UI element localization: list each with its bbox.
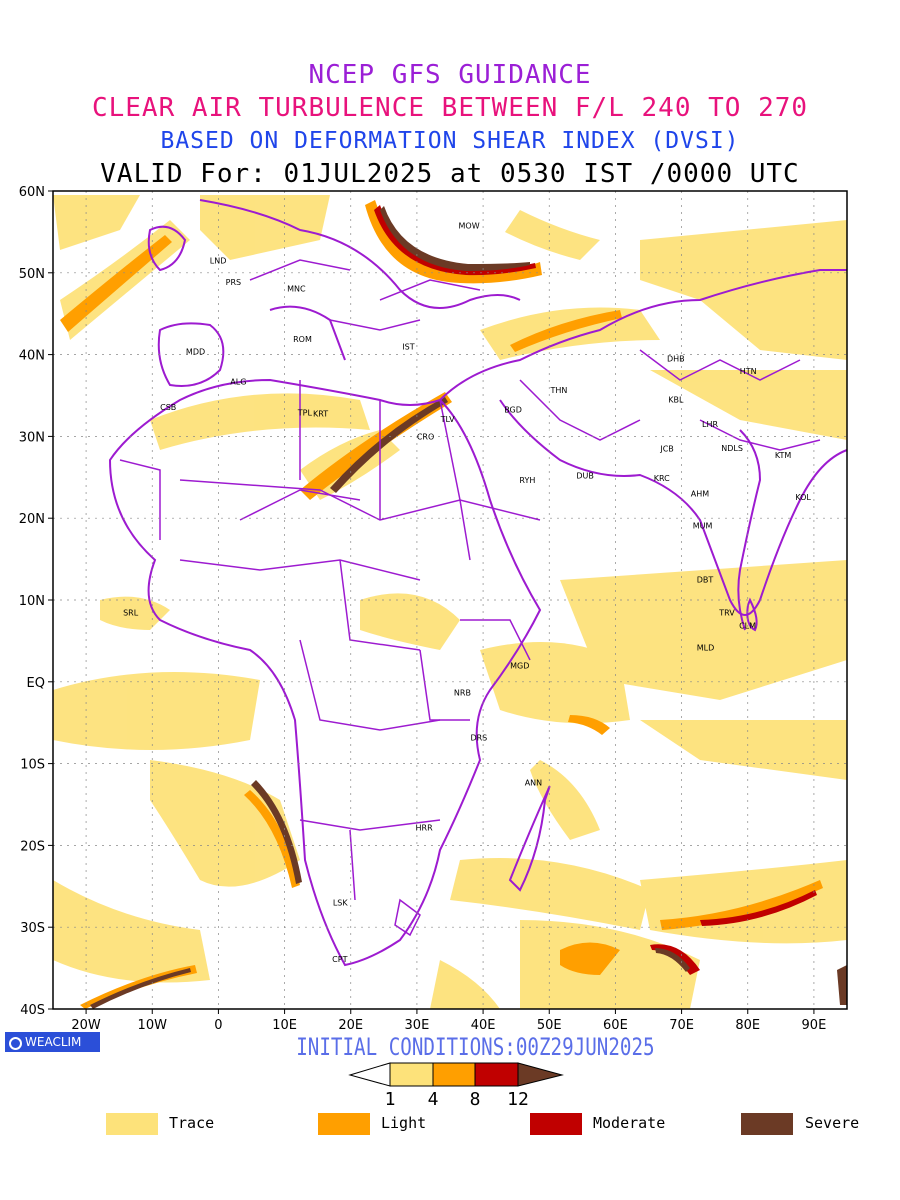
city-label-nrb: NRB [454, 688, 471, 697]
coastlines [108, 199, 847, 967]
city-label-tpl: TPL [297, 409, 313, 418]
city-label-ist: IST [402, 342, 414, 351]
city-label-kol: KOL [795, 493, 811, 502]
city-label-srl: SRL [123, 608, 139, 617]
city-label-jcb: JCB [659, 445, 673, 454]
colorbar-tick-1: 1 [385, 1089, 396, 1110]
initial-conditions: INITIAL CONDITIONS:00Z29JUN2025 [296, 1033, 655, 1061]
city-label-clm: CLM [739, 621, 756, 630]
city-label-mld: MLD [697, 643, 715, 652]
city-label-rom: ROM [293, 335, 312, 344]
city-label-cpt: CPT [332, 955, 347, 964]
lat-label: 30S [20, 921, 45, 936]
lon-label: 50E [537, 1018, 562, 1033]
country-borders [119, 259, 821, 937]
city-label-mum: MUM [693, 522, 713, 531]
city-label-alg: ALG [230, 378, 246, 387]
chart-title: NCEP GFS GUIDANCE [308, 60, 592, 90]
colorbar-tick-12: 12 [507, 1089, 529, 1110]
city-label-bgd: BGD [504, 405, 522, 414]
chart-method: BASED ON DEFORMATION SHEAR INDEX (DVSI) [160, 128, 740, 154]
weaclim-logo-icon [9, 1037, 22, 1050]
city-label-ann: ANN [525, 778, 542, 787]
lon-label: 20W [71, 1018, 101, 1033]
city-label-lsk: LSK [333, 899, 349, 908]
city-label-krc: KRC [654, 474, 670, 483]
colorbar: 1 4 8 12 [348, 1062, 564, 1110]
lon-label: 60E [603, 1018, 628, 1033]
city-label-ahm: AHM [691, 490, 709, 499]
lat-label: 30N [19, 430, 45, 445]
lat-label: 10N [19, 594, 45, 609]
lat-label: 40N [19, 349, 45, 364]
city-label-ryh: RYH [519, 476, 535, 485]
city-label-mnc: MNC [287, 284, 306, 293]
lat-label: 20S [20, 839, 45, 854]
city-label-thn: THN [550, 386, 568, 395]
colorbar-max-arrow [517, 1062, 564, 1087]
legend-swatch-light [318, 1113, 370, 1135]
lon-label: 20E [338, 1018, 363, 1033]
turbulence-shading [53, 195, 847, 1009]
lat-label: 50N [19, 267, 45, 282]
legend-swatch-severe [741, 1113, 793, 1135]
colorbar-bin-trace [389, 1062, 434, 1087]
city-label-prs: PRS [226, 278, 241, 287]
lon-label: 40E [471, 1018, 496, 1033]
lon-label: 10E [272, 1018, 297, 1033]
colorbar-tick-4: 4 [428, 1089, 439, 1110]
city-label-lnd: LND [210, 257, 227, 266]
city-label-hrr: HRR [416, 823, 434, 832]
colorbar-tick-8: 8 [470, 1089, 481, 1110]
weaclim-label: WEACLIM [25, 1035, 82, 1049]
lon-label: 70E [669, 1018, 694, 1033]
valid-time: VALID For: 01JUL2025 at 0530 IST /0000 U… [100, 159, 800, 189]
colorbar-min-arrow [348, 1062, 391, 1087]
lat-label: 20N [19, 512, 45, 527]
colorbar-bin-light [432, 1062, 476, 1087]
legend-label-trace: Trace [169, 1114, 215, 1132]
latitude-labels: 60N 50N 40N 30N 20N 10N EQ 10S 20S 30S 40S [19, 185, 53, 1018]
city-label-dub: DUB [576, 472, 594, 481]
city-label-htn: HTN [740, 367, 757, 376]
city-label-dhb: DHB [667, 355, 685, 364]
lon-label: 90E [802, 1018, 827, 1033]
lon-label: 10W [138, 1018, 168, 1033]
city-label-tlv: TLV [440, 415, 455, 424]
city-label-kbl: KBL [668, 396, 684, 405]
legend-label-light: Light [381, 1114, 427, 1132]
lat-label: 40S [20, 1003, 45, 1018]
colorbar-bin-moderate [474, 1062, 519, 1087]
legend-label-moderate: Moderate [593, 1114, 666, 1132]
city-label-mdd: MDD [186, 347, 205, 356]
lat-label: EQ [27, 676, 45, 691]
longitude-labels: 20W 10W 0 10E 20E 30E 40E 50E 60E 70E 80E 90E [71, 1009, 826, 1033]
city-label-drs: DRS [470, 733, 487, 742]
lat-label: 60N [19, 185, 45, 200]
chart-subtitle: CLEAR AIR TURBULENCE BETWEEN F/L 240 TO … [91, 93, 809, 123]
city-label-mgd: MGD [510, 661, 529, 670]
city-label-ndls: NDLS [721, 444, 743, 453]
legend-swatch-trace [106, 1113, 158, 1135]
lat-label: 10S [20, 758, 45, 773]
weaclim-badge: WEACLIM [5, 1032, 100, 1052]
city-label-csb: CSB [160, 403, 176, 412]
city-label-trv: TRV [718, 608, 735, 617]
city-label-mow: MOW [459, 221, 480, 230]
city-label-ktm: KTM [775, 451, 792, 460]
lon-label: 80E [735, 1018, 760, 1033]
city-label-krt: KRT [313, 409, 328, 418]
legend-label-severe: Severe [805, 1114, 860, 1132]
legend-swatch-moderate [530, 1113, 582, 1135]
city-labels: MOW LND PRS MNC ROM MDD IST ALG CSB TPL KRT CRO TLV T… [123, 221, 811, 964]
city-label-lhr: LHR [702, 420, 718, 429]
turbulence-map: MOW LND PRS MNC ROM MDD IST ALG CSB TPL KRT CRO TLV T… [19, 185, 848, 1033]
lon-label: 0 [214, 1018, 222, 1033]
city-label-cro: CRO [417, 432, 434, 441]
city-label-dbt: DBT [697, 576, 714, 585]
lon-label: 30E [405, 1018, 430, 1033]
